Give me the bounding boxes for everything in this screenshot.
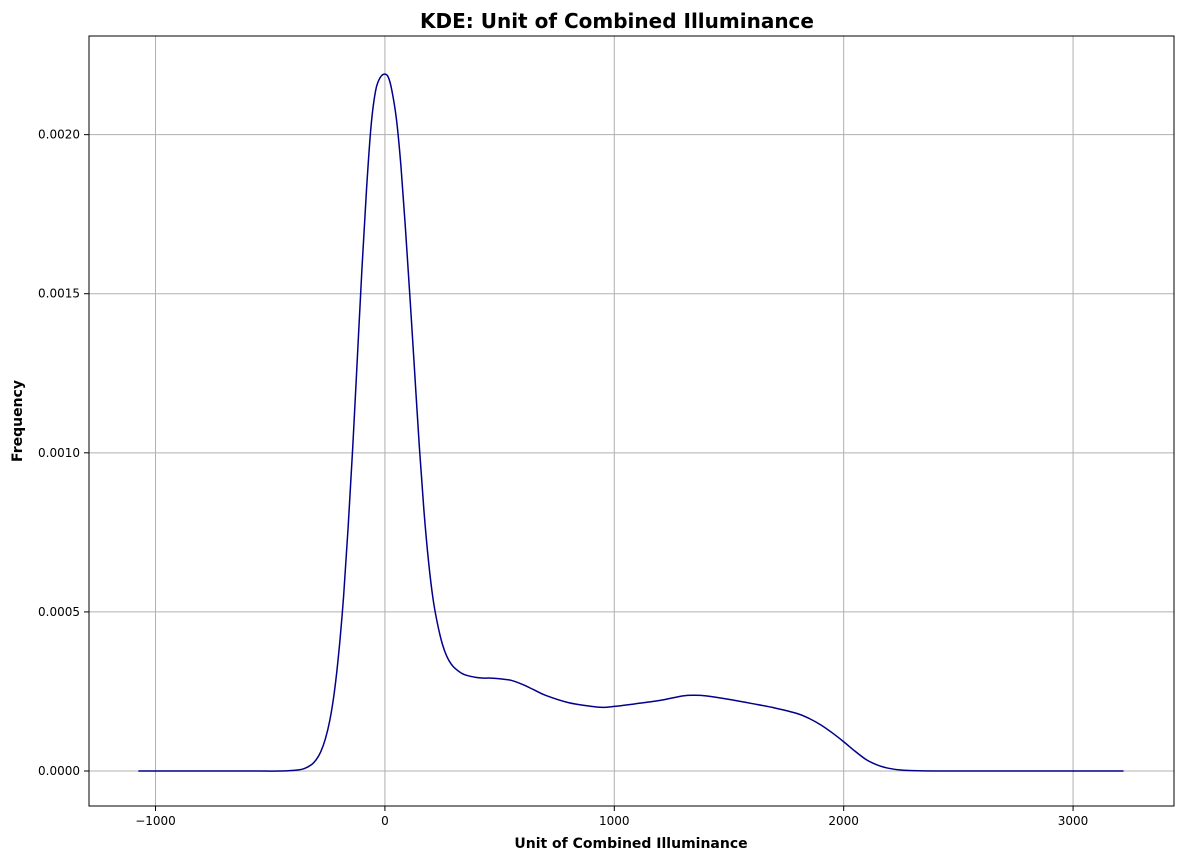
- x-tick-label: −1000: [135, 814, 176, 828]
- chart-title: KDE: Unit of Combined Illuminance: [420, 9, 814, 33]
- y-axis-label: Frequency: [10, 380, 26, 462]
- x-axis-label: Unit of Combined Illuminance: [514, 836, 747, 852]
- x-tick-label: 0: [381, 814, 389, 828]
- y-tick-label: 0.0015: [38, 287, 80, 301]
- y-tick-label: 0.0005: [38, 605, 80, 619]
- grid-lines: [89, 36, 1174, 806]
- y-tick-label: 0.0000: [38, 764, 80, 778]
- x-tick-label: 1000: [599, 814, 630, 828]
- plot-frame: [88, 35, 1175, 807]
- x-tick-label: 3000: [1058, 814, 1089, 828]
- y-tick-label: 0.0020: [38, 128, 80, 142]
- kde-line: [138, 73, 1124, 772]
- y-tick-label: 0.0010: [38, 446, 80, 460]
- axis-ticks: −1000 0 1000 2000 3000 0.0000 0.0005 0.0010 0.00…: [38, 128, 1088, 828]
- kde-series: [138, 73, 1124, 772]
- x-tick-label: 2000: [828, 814, 859, 828]
